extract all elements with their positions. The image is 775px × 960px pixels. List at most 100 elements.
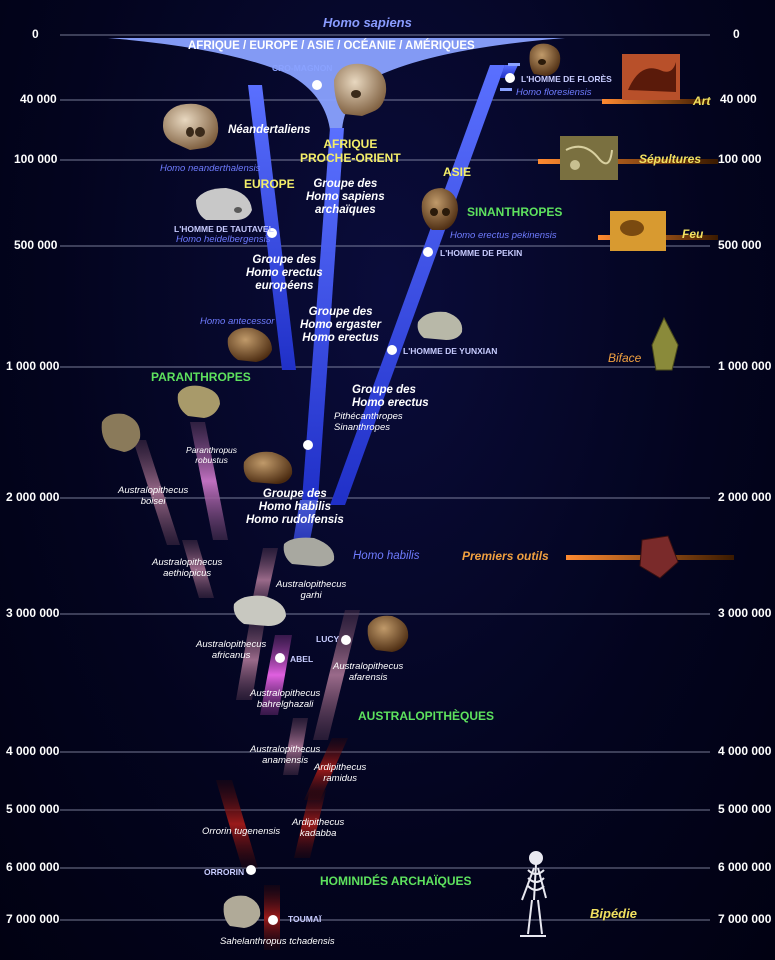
bar-boisei xyxy=(133,440,180,545)
label-pithecanthropes: Pithécanthropes Sinanthropes xyxy=(334,411,403,433)
feu-image xyxy=(610,211,666,251)
branch-asie xyxy=(330,65,505,505)
dot-pekin xyxy=(423,247,433,257)
dot-toumai xyxy=(268,915,278,925)
milestone-sepultures: Sépultures xyxy=(639,152,702,166)
continents-label: AFRIQUE / EUROPE / ASIE / OCÉANIE / AMÉR… xyxy=(188,40,475,52)
tick-right: 5 000 000 xyxy=(718,802,772,816)
label-boisei: Australopithecus boisei xyxy=(118,485,189,507)
tick-right: 4 000 000 xyxy=(718,744,772,758)
skull-toumai-icon xyxy=(223,895,261,928)
tick-right: 2 000 000 xyxy=(718,490,772,504)
tick-left: 0 xyxy=(32,27,39,41)
label-erectus-europeens: Groupe des Homo erectus européens xyxy=(246,254,323,293)
skull-africanus-icon xyxy=(233,595,286,626)
label-homo-habilis: Homo habilis xyxy=(353,550,420,562)
label-robustus: Paranthropus robustus xyxy=(186,445,238,465)
title-homo-sapiens: Homo sapiens xyxy=(323,15,412,30)
flores-mark xyxy=(508,63,520,66)
fossil-dots xyxy=(246,73,515,925)
fossil-orrorin: ORRORIN xyxy=(204,867,245,877)
milestone-outils: Premiers outils xyxy=(462,549,549,563)
fossil-abel: ABEL xyxy=(290,654,314,664)
tick-left: 500 000 xyxy=(14,238,58,252)
bar-anamensis xyxy=(283,718,308,775)
label-tchadensis: Sahelanthropus tchadensis xyxy=(220,936,335,947)
bar-ramidus xyxy=(304,738,348,800)
bar-tugenensis xyxy=(216,780,258,868)
label-pekinensis: Homo erectus pekinensis xyxy=(450,230,557,241)
sepultures-image xyxy=(560,136,618,180)
skull-neandertal-icon xyxy=(163,103,219,150)
label-habilis-group: Groupe des Homo habilis Homo rudolfensis xyxy=(246,488,344,527)
biface-image xyxy=(651,316,679,371)
group-hominides: HOMINIDÉS ARCHAÏQUES xyxy=(320,874,472,888)
art-image xyxy=(622,54,680,100)
fossil-tautavel: L'HOMME DE TAUTAVEL xyxy=(174,224,274,234)
milestone-feu: Feu xyxy=(682,227,704,241)
dot-abel xyxy=(275,653,285,663)
skull-robustus-icon xyxy=(177,385,220,418)
bar-sepultures xyxy=(538,159,718,164)
group-paranthropes: PARANTHROPES xyxy=(151,370,251,384)
group-sinanthropes: SINANTHROPES xyxy=(467,205,563,219)
label-floresiensis: Homo floresiensis xyxy=(516,87,592,98)
skull-antecessor-icon xyxy=(227,327,272,362)
bar-africanus xyxy=(236,620,265,700)
milestone-art: Art xyxy=(693,94,711,108)
label-garhi: Australopithecus garhi xyxy=(276,579,347,601)
fossil-yunxian: L'HOMME DE YUNXIAN xyxy=(403,346,498,356)
region-europe: EUROPE xyxy=(244,177,295,191)
label-neandertaliens: Néandertaliens xyxy=(228,124,311,136)
fossil-lucy: LUCY xyxy=(316,634,340,644)
dot-habilis xyxy=(303,440,313,450)
dot-yunxian xyxy=(387,345,397,355)
tick-right: 40 000 xyxy=(720,92,757,106)
label-tugenensis: Orrorin tugenensis xyxy=(202,826,281,837)
bar-robustus xyxy=(190,422,228,540)
label-anamensis: Australopithecus anamensis xyxy=(250,744,321,766)
tick-right: 0 xyxy=(733,27,740,41)
bar-art xyxy=(602,99,710,104)
bar-kadabba xyxy=(294,790,326,858)
skull-lucy-icon xyxy=(367,615,409,652)
dot-cromagnon xyxy=(312,80,322,90)
tick-right: 100 000 xyxy=(718,152,762,166)
skull-flores-icon xyxy=(529,43,561,76)
region-afrique: AFRIQUE PROCHE-ORIENT xyxy=(300,137,401,165)
milestone-bipedie: Bipédie xyxy=(590,906,637,921)
label-antecessor: Homo antecessor xyxy=(200,316,275,327)
bar-aethiopicus xyxy=(182,540,214,598)
tick-left: 3 000 000 xyxy=(6,606,60,620)
fossil-flores: L'HOMME DE FLORÈS xyxy=(521,74,612,84)
fossil-toumai: TOUMAÏ xyxy=(288,914,322,924)
tick-right: 500 000 xyxy=(718,238,762,252)
tick-left: 5 000 000 xyxy=(6,802,60,816)
label-kadabba: Ardipithecus kadabba xyxy=(292,817,345,839)
label-bahrelghazali: Australopithecus bahrelghazali xyxy=(250,688,321,710)
skull-cromagnon-icon xyxy=(334,63,387,116)
milestone-biface: Biface xyxy=(608,351,642,365)
tick-left: 100 000 xyxy=(14,152,58,166)
tick-left: 2 000 000 xyxy=(6,490,60,504)
dot-tautavel xyxy=(267,228,277,238)
tick-left: 7 000 000 xyxy=(6,912,60,926)
label-ergaster: Groupe des Homo ergaster Homo erectus xyxy=(300,306,382,345)
tick-left: 1 000 000 xyxy=(6,359,60,373)
skull-boisei-icon xyxy=(101,413,141,452)
fossil-cromagnon: CRO-MAGNON xyxy=(272,63,333,73)
group-australopitheques: AUSTRALOPITHÈQUES xyxy=(358,709,495,723)
fossil-pekin: L'HOMME DE PEKIN xyxy=(440,248,523,258)
label-sapiens-archaiques: Groupe des Homo sapiens archaïques xyxy=(306,178,385,217)
skull-habilis-icon xyxy=(243,451,293,484)
tick-left: 6 000 000 xyxy=(6,860,60,874)
region-asie: ASIE xyxy=(443,165,472,179)
tick-left: 4 000 000 xyxy=(6,744,60,758)
skull-sinanthrope-icon xyxy=(421,188,458,230)
tick-right: 1 000 000 xyxy=(718,359,772,373)
label-africanus: Australopithecus africanus xyxy=(196,639,267,661)
branch-sapiens-afrique xyxy=(302,128,344,500)
skeleton-bipedie-icon xyxy=(520,851,547,937)
